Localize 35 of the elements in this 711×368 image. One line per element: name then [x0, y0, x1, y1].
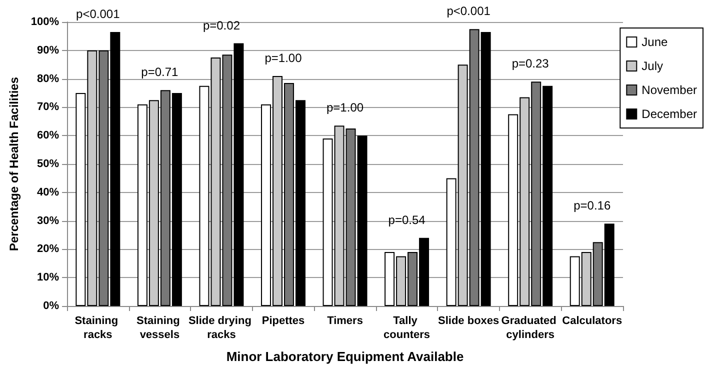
annotation: p=0.23 — [512, 56, 550, 71]
x-tick-label: Pipettes — [262, 315, 305, 327]
x-tick-label: Slide drying racks — [188, 315, 254, 341]
annotation: p=1.00 — [264, 50, 302, 65]
x-tick-label: Graduated cylinders — [501, 315, 560, 341]
text: p<0.001 — [76, 6, 120, 21]
y-tick-label: 50% — [37, 158, 60, 170]
y-tick-label: 20% — [37, 243, 60, 256]
y-tick-label: 80% — [37, 72, 60, 85]
annotation: p=0.71 — [141, 65, 179, 80]
y-axis-title: Percentage of Health Facilities — [7, 76, 21, 252]
x-tick-label: Tally counters — [384, 315, 430, 341]
y-tick-label: 30% — [37, 214, 60, 227]
x-tick-label: Slide boxes — [438, 315, 500, 327]
legend-label: July — [642, 59, 663, 73]
legend-label: June — [642, 35, 668, 49]
y-tick-label: 10% — [37, 272, 60, 284]
y-tick-label: 90% — [37, 44, 60, 56]
x-tick-label: Calculators — [562, 315, 622, 327]
legend-label: December — [642, 107, 698, 121]
y-tick-label: 0% — [43, 300, 60, 312]
y-tick-label: 40% — [37, 186, 60, 198]
annotation: p=0.02 — [202, 18, 240, 32]
annotation: p=0.16 — [574, 198, 611, 213]
text: p<0.001 — [446, 4, 491, 18]
y-tick-label: 100% — [30, 16, 60, 28]
x-tick-label: Staining vessels — [136, 315, 183, 341]
x-tick-label: Timers — [327, 315, 363, 327]
y-tick-label: 60% — [37, 130, 60, 142]
annotation: p=0.54 — [388, 212, 426, 227]
x-axis-title: Minor Laboratory Equipment Available — [226, 349, 464, 364]
annotation: p=1.00 — [326, 100, 364, 115]
y-tick-label: 70% — [37, 101, 60, 114]
legend-label: November — [642, 83, 698, 97]
x-tick-label: Staining racks — [74, 315, 122, 341]
